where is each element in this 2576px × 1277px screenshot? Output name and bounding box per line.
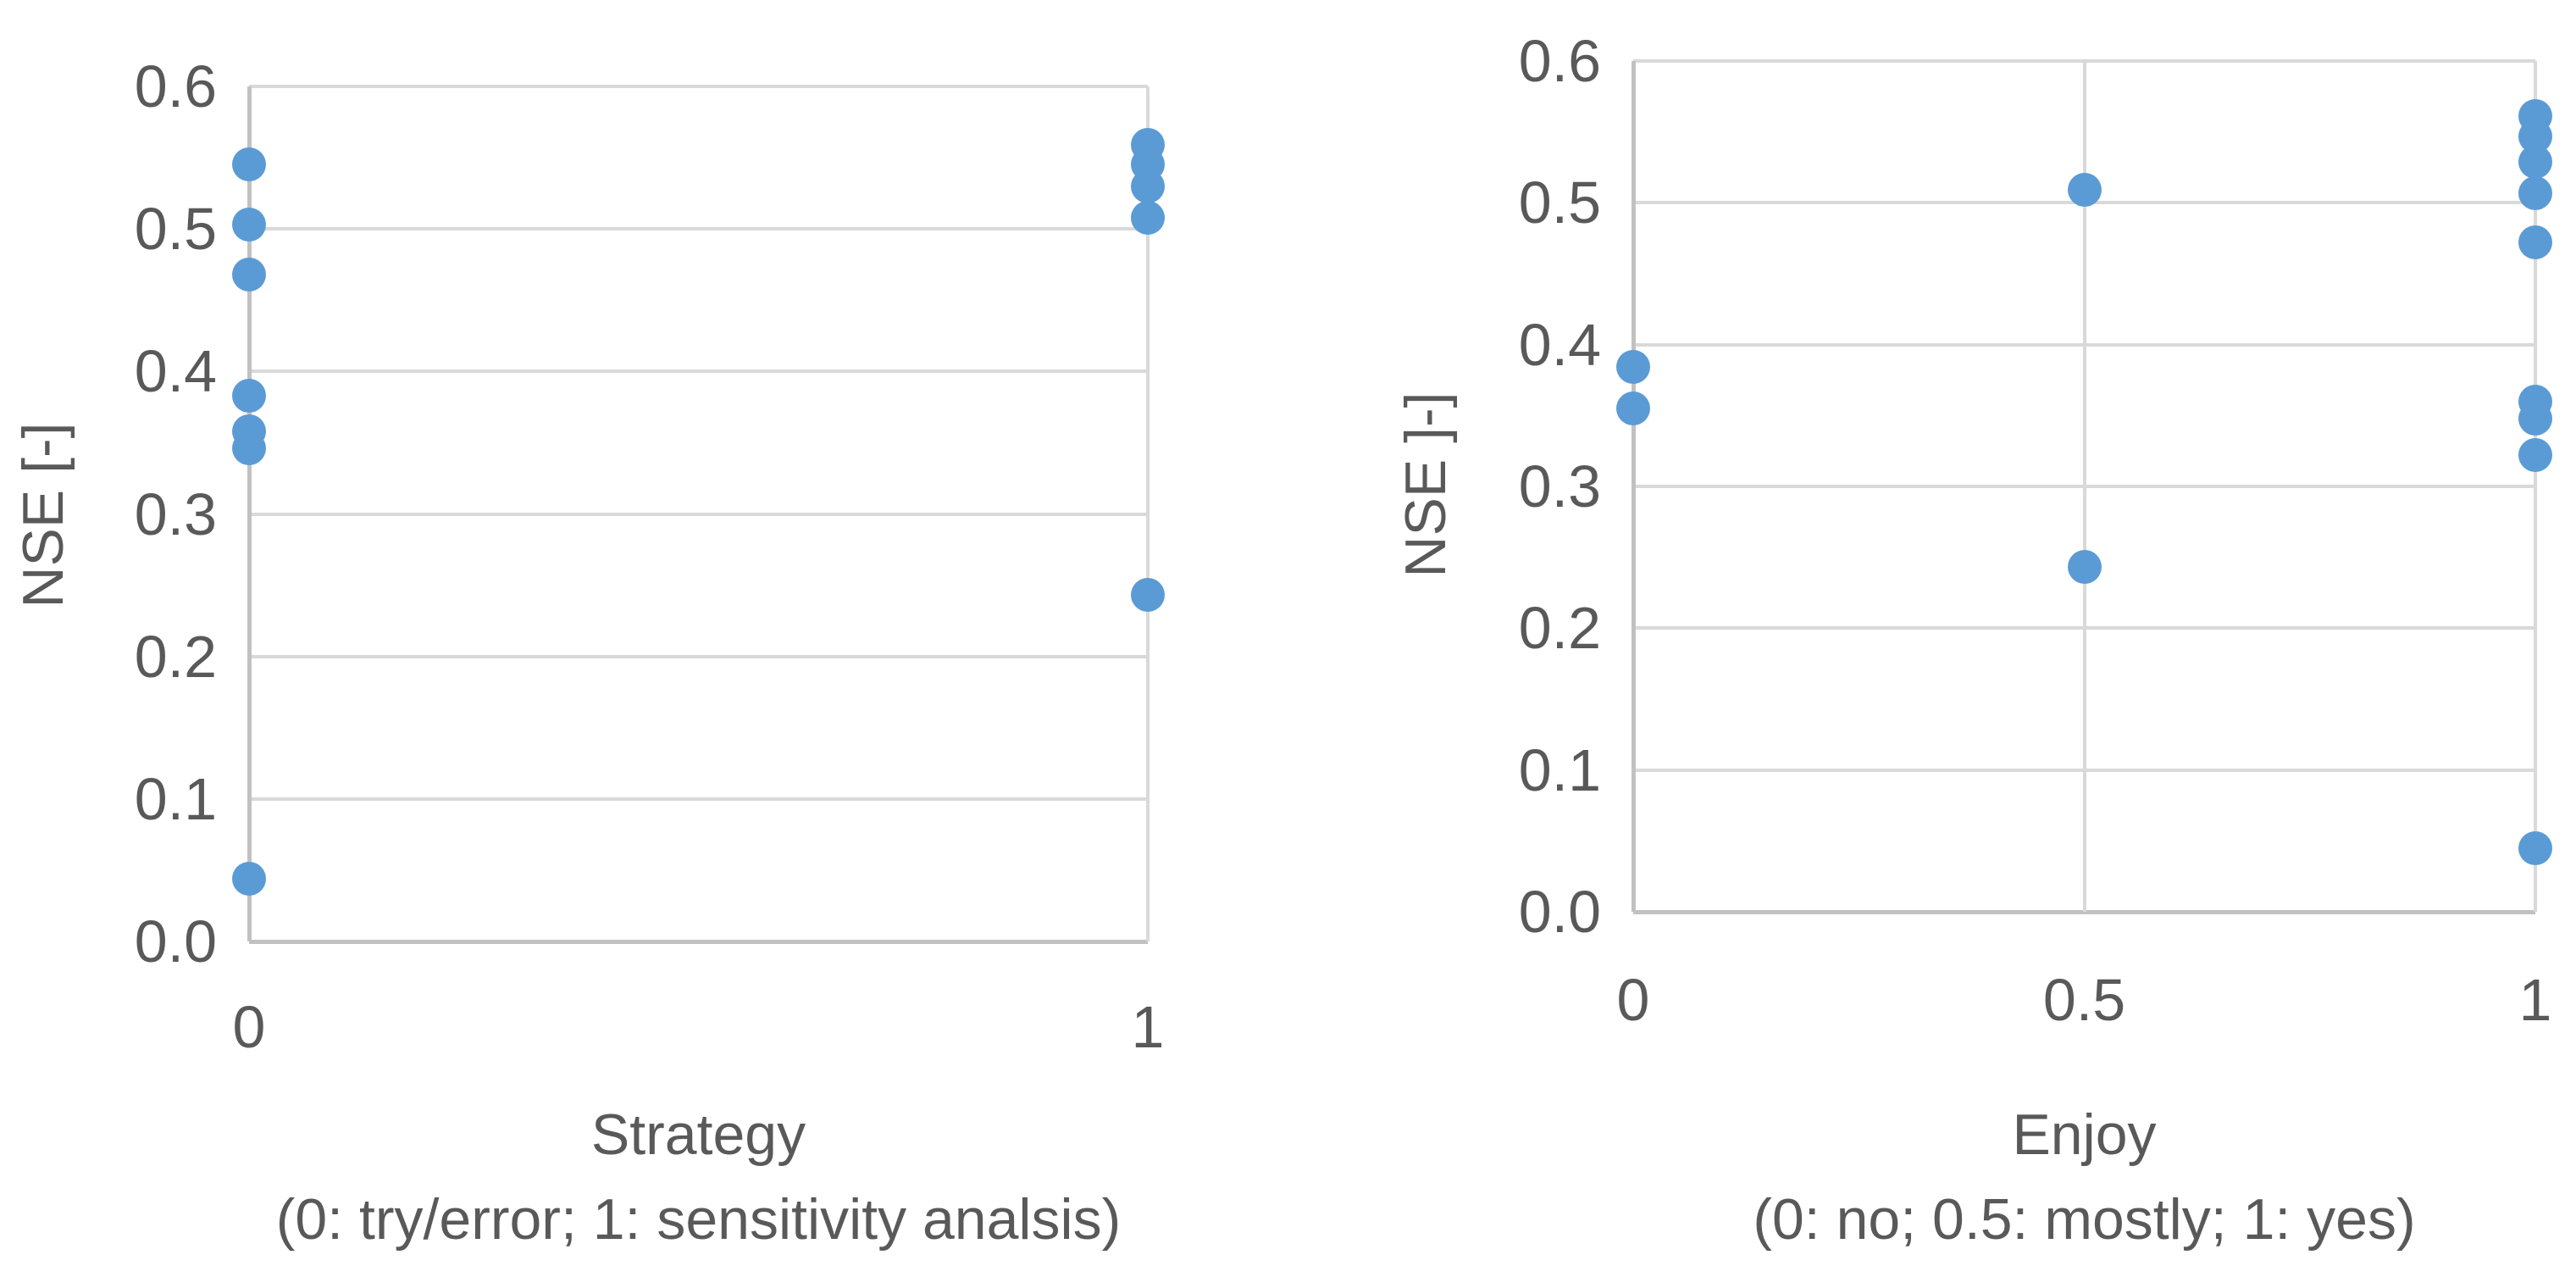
- y-tick-label: 0.3: [1518, 453, 1601, 519]
- data-point: [1131, 578, 1165, 613]
- y-tick-label: 0.0: [1518, 879, 1601, 945]
- x-tick-label: 1: [2518, 967, 2552, 1033]
- gridline-horizontal: [249, 369, 1148, 374]
- y-tick-label: 0.6: [1518, 28, 1601, 94]
- data-point: [2067, 550, 2102, 585]
- y-tick-label: 0.6: [134, 53, 217, 119]
- y-tick-label: 0.0: [134, 908, 217, 974]
- data-point: [232, 378, 266, 413]
- data-point: [2518, 175, 2552, 210]
- data-point: [232, 431, 266, 466]
- data-point: [232, 147, 266, 182]
- y-tick-label: 0.1: [1518, 736, 1601, 803]
- x-axis-title: Enjoy: [2012, 1102, 2157, 1168]
- gridline-horizontal: [249, 512, 1148, 516]
- x-tick-label: 0.5: [2042, 967, 2126, 1033]
- y-axis-line: [247, 86, 252, 941]
- data-point: [2518, 144, 2552, 179]
- data-point: [232, 257, 266, 291]
- data-point: [2518, 225, 2552, 260]
- gridline-horizontal: [249, 654, 1148, 658]
- y-tick-label: 0.5: [1518, 169, 1601, 236]
- data-point: [2518, 438, 2552, 473]
- x-axis-line: [249, 939, 1148, 944]
- x-axis-subtitle: (0: no; 0.5: mostly; 1: yes): [1753, 1187, 2416, 1252]
- gridline-horizontal: [249, 227, 1148, 231]
- x-axis-line: [1633, 909, 2535, 914]
- x-axis-subtitle: (0: try/error; 1: sensitivity analsis): [275, 1187, 1122, 1252]
- x-tick-label: 0: [1616, 967, 1650, 1033]
- gridline-vertical: [2082, 61, 2086, 912]
- y-tick-label: 0.2: [1518, 595, 1601, 662]
- data-point: [1131, 169, 1165, 203]
- y-tick-label: 0.3: [134, 480, 217, 547]
- y-tick-label: 0.4: [1518, 311, 1601, 378]
- gridline-horizontal: [249, 85, 1148, 88]
- gridline-vertical: [2534, 61, 2537, 912]
- data-point: [1131, 200, 1165, 235]
- data-point: [2518, 401, 2552, 436]
- y-tick-label: 0.4: [134, 338, 217, 405]
- gridline-horizontal: [249, 797, 1148, 801]
- data-point: [232, 208, 266, 242]
- data-point: [1616, 350, 1650, 385]
- data-point: [232, 862, 266, 896]
- x-axis-title: Strategy: [590, 1102, 806, 1168]
- x-tick-label: 0: [232, 994, 266, 1060]
- gridline-vertical: [1146, 86, 1150, 941]
- y-tick-label: 0.2: [134, 623, 217, 690]
- data-point: [2518, 830, 2552, 865]
- y-axis-line: [1631, 61, 1636, 912]
- y-tick-label: 0.5: [134, 196, 217, 263]
- data-point: [2067, 173, 2102, 208]
- data-point: [1616, 391, 1650, 425]
- y-tick-label: 0.1: [134, 765, 217, 832]
- x-tick-label: 1: [1131, 994, 1165, 1060]
